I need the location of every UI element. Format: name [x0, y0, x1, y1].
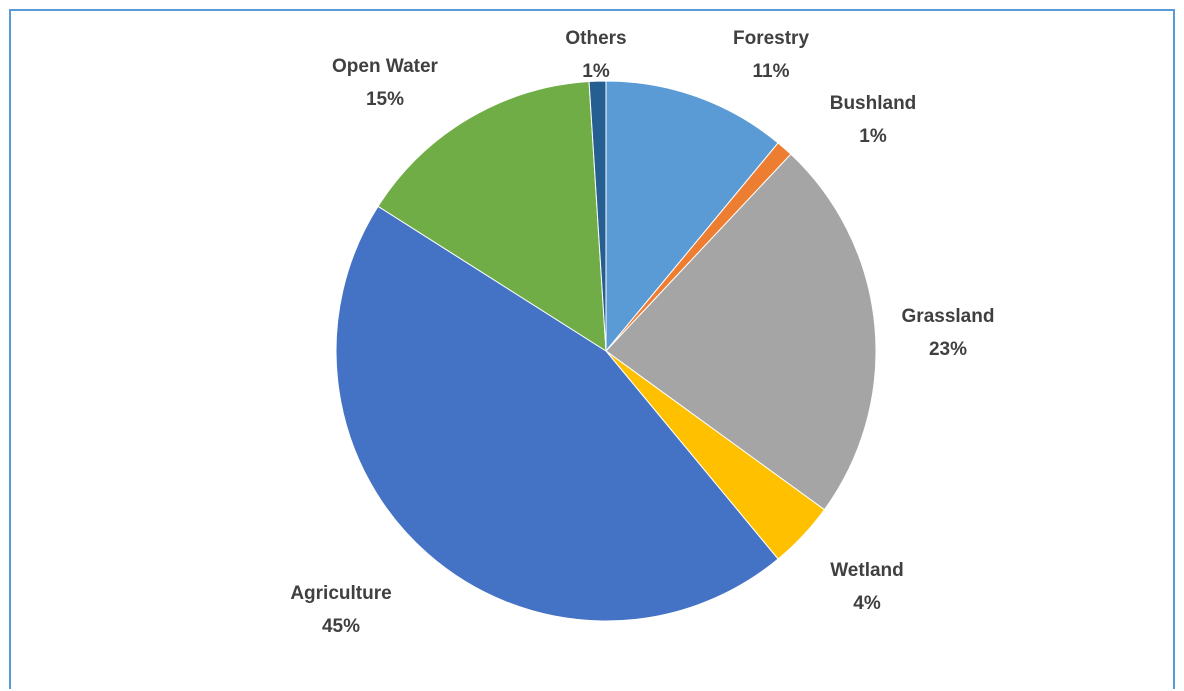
pie-slice-others: [588, 80, 607, 352]
slice-label-grassland: Grassland: [902, 306, 995, 327]
slice-value-wetland: 4%: [853, 593, 881, 614]
pie-slice-agriculture: [335, 205, 779, 622]
pie-slices: [335, 80, 877, 622]
slice-value-forestry: 11%: [753, 61, 790, 82]
slice-label-agriculture: Agriculture: [290, 583, 391, 604]
slice-value-grassland: 23%: [929, 339, 967, 360]
pie-chart: Forestry 11% Bushland 1% Grassland 23% Wetland…: [290, 28, 994, 637]
slice-value-open-water: 15%: [366, 89, 404, 110]
slice-label-others: Others: [565, 28, 626, 49]
chart-frame: Forestry 11% Bushland 1% Grassland 23% Wetland…: [9, 9, 1175, 689]
slice-value-bushland: 1%: [859, 126, 887, 147]
slice-label-bushland: Bushland: [830, 93, 917, 114]
pie-slice-grassland: [605, 153, 877, 511]
slice-value-agriculture: 45%: [322, 616, 360, 637]
slice-value-others: 1%: [582, 61, 610, 82]
slice-label-open-water: Open Water: [332, 56, 439, 77]
pie-slice-open-water: [377, 80, 607, 352]
slice-label-wetland: Wetland: [830, 560, 904, 581]
pie-slice-forestry: [605, 80, 779, 353]
slice-label-forestry: Forestry: [733, 28, 809, 49]
pie-labels: Forestry 11% Bushland 1% Grassland 23% Wetland…: [290, 28, 994, 637]
